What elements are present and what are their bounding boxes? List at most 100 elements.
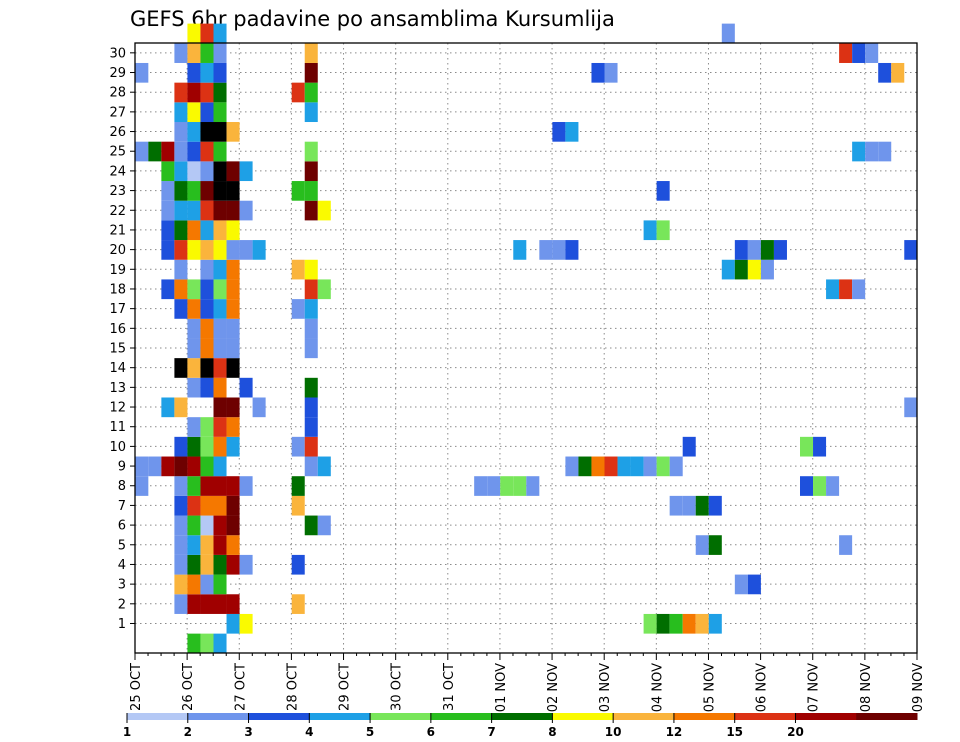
cell-m2-s4 bbox=[174, 594, 188, 614]
cell-m10-s4 bbox=[174, 436, 188, 457]
cell-m14-s4 bbox=[174, 358, 188, 378]
cell-m5-s5 bbox=[187, 535, 201, 555]
cell-m28-s13 bbox=[291, 82, 305, 103]
legend-layer: 1 2 3 4 5 6 7 8 10 12 15 20 bbox=[123, 713, 918, 739]
cell-m6-s8 bbox=[226, 515, 240, 536]
cell-m12-s10 bbox=[252, 397, 266, 418]
legend-tick-label-2: 2 bbox=[184, 725, 192, 739]
cell-m9-s3 bbox=[161, 456, 175, 477]
y-tick-label-17: 17 bbox=[109, 302, 126, 317]
cell-m9-s4 bbox=[174, 456, 188, 477]
cell-m4-s7 bbox=[213, 554, 227, 575]
legend-swatch-6 bbox=[491, 713, 553, 720]
cell-m24-s8 bbox=[226, 161, 240, 182]
cell-m18-s6 bbox=[200, 279, 214, 300]
legend-tick-label-10: 10 bbox=[605, 725, 622, 739]
cell-m7-s4 bbox=[174, 495, 188, 516]
cell-m9-s35 bbox=[578, 456, 592, 477]
cell-m3-s48 bbox=[747, 574, 761, 595]
y-tick-label-30: 30 bbox=[109, 46, 126, 61]
cell-m21-s7 bbox=[213, 220, 227, 241]
cell-m0-s5 bbox=[187, 633, 201, 654]
x-tick-label-4: 29 OCT bbox=[338, 663, 353, 711]
cell-m19-s4 bbox=[174, 259, 188, 280]
cell-m10-s5 bbox=[187, 436, 201, 457]
cell-m1-s44 bbox=[695, 613, 709, 634]
cell-m18-s8 bbox=[226, 279, 240, 300]
cell-m21-s6 bbox=[200, 220, 214, 241]
cell-m3-s6 bbox=[200, 574, 214, 595]
cell-m19-s6 bbox=[200, 259, 214, 280]
cell-m14-s5 bbox=[187, 358, 201, 378]
cell-m4-s5 bbox=[187, 554, 201, 575]
cell-m23-s5 bbox=[187, 181, 201, 201]
y-tick-label-19: 19 bbox=[109, 263, 126, 278]
cell-m7-s43 bbox=[682, 495, 696, 516]
cell-m4-s8 bbox=[226, 554, 240, 575]
x-tick-label-15: 09 NOV bbox=[911, 663, 926, 712]
cell-m20-s30 bbox=[513, 240, 527, 260]
cell-m24-s3 bbox=[161, 161, 175, 182]
cell-m16-s5 bbox=[187, 318, 201, 339]
cell-m0-s7 bbox=[213, 633, 227, 654]
cell-m26-s33 bbox=[552, 122, 566, 142]
cell-m26-s5 bbox=[187, 122, 201, 142]
x-tick-label-8: 02 NOV bbox=[546, 663, 561, 712]
cell-m25-s57 bbox=[865, 141, 879, 162]
cell-m17-s8 bbox=[226, 299, 240, 319]
legend-swatch-1 bbox=[187, 713, 250, 720]
cell-m22-s7 bbox=[213, 200, 227, 221]
cell-m24-s7 bbox=[213, 161, 227, 182]
cell-m8-s13 bbox=[291, 476, 305, 496]
legend-tick-label-15: 15 bbox=[726, 725, 743, 739]
cell-m23-s14 bbox=[304, 181, 318, 201]
y-tick-label-18: 18 bbox=[109, 282, 126, 297]
cell-m14-s7 bbox=[213, 358, 227, 378]
cell-m26-s4 bbox=[174, 122, 188, 142]
cell-m8-s54 bbox=[826, 476, 840, 496]
cell-m30-s14 bbox=[304, 43, 318, 63]
cell-m1-s9 bbox=[239, 613, 253, 634]
y-tick-label-16: 16 bbox=[109, 322, 126, 337]
cell-m8-s29 bbox=[500, 476, 514, 496]
x-tick-label-1: 26 OCT bbox=[181, 663, 196, 711]
cell-m24-s4 bbox=[174, 161, 188, 182]
cell-m30-s55 bbox=[839, 43, 853, 63]
x-tick-label-9: 03 NOV bbox=[598, 663, 613, 712]
cell-m18-s14 bbox=[304, 279, 318, 300]
cell-m25-s2 bbox=[148, 141, 162, 162]
cell-m6-s14 bbox=[304, 515, 318, 536]
cell-m25-s5 bbox=[187, 141, 201, 162]
cell-m29-s58 bbox=[878, 62, 892, 83]
cell-m9-s15 bbox=[317, 456, 331, 477]
legend-tick-label-6: 6 bbox=[427, 725, 435, 739]
x-tick-label-0: 25 OCT bbox=[129, 663, 144, 711]
cell-m23-s8 bbox=[226, 181, 240, 201]
cell-m21-s40 bbox=[643, 220, 657, 241]
cell-m24-s9 bbox=[239, 161, 253, 182]
cell-m27-s4 bbox=[174, 102, 188, 123]
y-tick-label-3: 3 bbox=[118, 578, 126, 593]
cell-m2-s5 bbox=[187, 594, 201, 614]
cell-m17-s7 bbox=[213, 299, 227, 319]
cell-m28-s4 bbox=[174, 82, 188, 103]
y-tick-label-6: 6 bbox=[118, 519, 126, 534]
cell-m19-s7 bbox=[213, 259, 227, 280]
cell-m26-s7 bbox=[213, 122, 227, 142]
cell-m23-s3 bbox=[161, 181, 175, 201]
cell-m8-s8 bbox=[226, 476, 240, 496]
cell-m18-s5 bbox=[187, 279, 201, 300]
cell-m13-s5 bbox=[187, 377, 201, 398]
cell-m31-s6 bbox=[200, 23, 214, 44]
y-tick-label-10: 10 bbox=[109, 440, 126, 455]
cell-m10-s43 bbox=[682, 436, 696, 457]
legend-swatch-4 bbox=[370, 713, 432, 720]
legend-swatch-2 bbox=[248, 713, 310, 720]
cell-m17-s14 bbox=[304, 299, 318, 319]
cell-m15-s8 bbox=[226, 338, 240, 359]
grid-layer bbox=[135, 43, 917, 653]
cell-m24-s5 bbox=[187, 161, 201, 182]
cell-m21-s5 bbox=[187, 220, 201, 241]
cell-m21-s8 bbox=[226, 220, 240, 241]
legend-swatch-3 bbox=[309, 713, 371, 720]
